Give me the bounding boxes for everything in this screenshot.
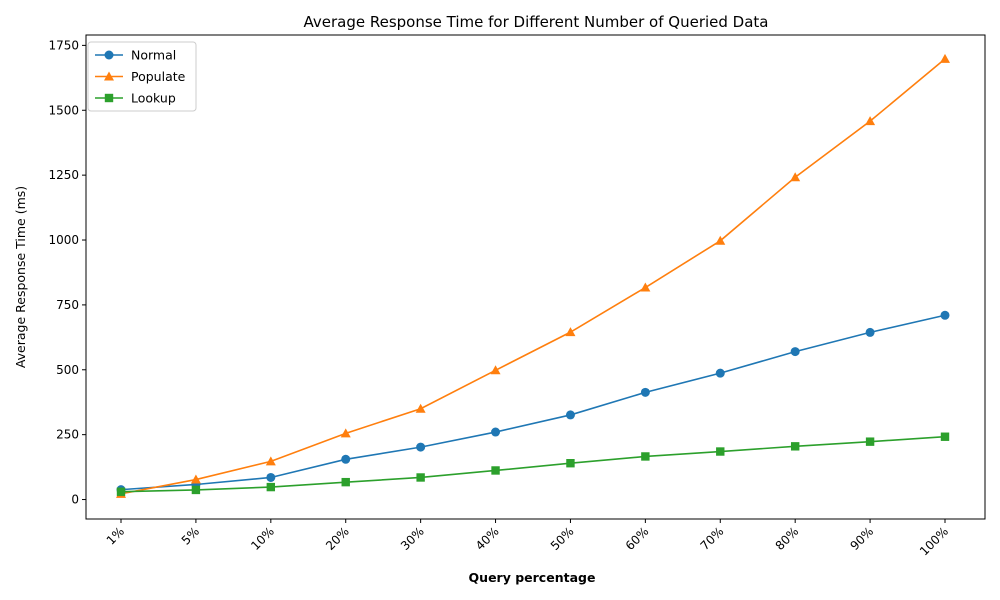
x-tick-label: 20% — [323, 524, 352, 553]
data-point — [640, 282, 651, 292]
data-point — [490, 365, 501, 375]
x-axis-label: Query percentage — [469, 570, 596, 585]
data-point — [865, 437, 875, 446]
y-axis: 0 250 500 750 1000 1250 1500 1750 — [48, 38, 86, 507]
y-tick-label: 1000 — [48, 233, 79, 247]
data-point — [715, 235, 726, 245]
data-point — [265, 456, 276, 466]
x-tick-label: 30% — [398, 524, 427, 553]
data-point — [416, 473, 425, 482]
y-tick-label: 750 — [56, 298, 79, 312]
data-point — [190, 474, 201, 484]
y-tick-label: 1250 — [48, 168, 79, 182]
legend-item: Populate — [95, 69, 186, 84]
data-point — [116, 487, 126, 496]
y-axis-label: Average Response Time (ms) — [13, 186, 28, 368]
data-point — [790, 172, 801, 182]
data-point — [191, 485, 201, 495]
data-point — [104, 71, 114, 81]
series-line — [120, 314, 946, 491]
series-populate — [116, 53, 950, 498]
legend-item: Lookup — [95, 91, 176, 106]
y-tick-label: 0 — [71, 493, 79, 507]
chart-title: Average Response Time for Different Numb… — [303, 13, 768, 31]
data-point — [491, 466, 500, 475]
data-point — [266, 482, 276, 492]
data-point — [566, 459, 575, 468]
x-axis: 1% 5% 10% 20% 30% 40% 50% 60% 70% 80% 90% 100% — [104, 519, 951, 558]
series-line — [120, 435, 946, 493]
data-point — [565, 327, 576, 337]
x-tick-label: 50% — [548, 524, 577, 553]
data-point — [640, 387, 650, 397]
data-point — [491, 427, 501, 437]
x-tick-label: 40% — [473, 524, 502, 553]
series-normal — [116, 310, 950, 495]
data-point — [565, 410, 575, 420]
data-point — [790, 347, 800, 357]
x-tick-label: 60% — [623, 524, 652, 553]
x-tick-label: 5% — [179, 524, 202, 547]
data-point — [340, 428, 351, 438]
data-point — [641, 452, 650, 461]
data-point — [416, 442, 426, 452]
plot-area — [85, 34, 986, 520]
y-tick-label: 1750 — [48, 38, 79, 52]
legend-item: Normal — [95, 48, 176, 63]
x-tick-label: 90% — [847, 524, 876, 553]
data-point — [940, 310, 950, 320]
data-point — [715, 368, 725, 378]
data-point — [341, 454, 351, 464]
data-point — [266, 472, 276, 482]
data-point — [104, 93, 114, 103]
data-point — [415, 403, 426, 413]
legend-label: Populate — [131, 69, 186, 84]
legend: Normal Populate Lookup — [87, 41, 197, 112]
legend-label: Lookup — [131, 91, 176, 106]
data-point — [790, 442, 800, 451]
x-tick-label: 80% — [773, 524, 802, 553]
data-point — [104, 50, 114, 60]
series-layer — [116, 53, 950, 498]
data-point — [940, 53, 950, 63]
y-tick-label: 1500 — [48, 103, 79, 117]
x-tick-label: 10% — [248, 524, 277, 553]
data-point — [341, 477, 350, 487]
x-tick-label: 1% — [104, 524, 127, 547]
data-point — [940, 432, 950, 441]
series-line — [120, 58, 946, 495]
x-tick-label: 100% — [917, 524, 951, 558]
y-tick-label: 500 — [56, 363, 79, 377]
legend-label: Normal — [131, 48, 176, 63]
data-point — [865, 327, 875, 337]
series-lookup — [116, 432, 950, 496]
data-point — [865, 116, 876, 126]
y-tick-label: 250 — [56, 428, 79, 442]
x-tick-label: 70% — [698, 524, 727, 553]
legend-box — [87, 41, 197, 112]
data-point — [716, 447, 725, 456]
